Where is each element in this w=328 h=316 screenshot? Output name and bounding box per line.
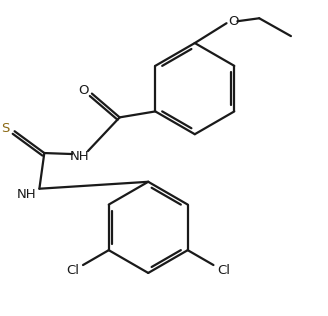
Text: O: O <box>228 15 239 28</box>
Text: S: S <box>2 122 10 135</box>
Text: Cl: Cl <box>217 264 230 277</box>
Text: O: O <box>79 84 89 97</box>
Text: Cl: Cl <box>67 264 80 277</box>
Text: NH: NH <box>70 149 90 162</box>
Text: NH: NH <box>17 188 36 201</box>
